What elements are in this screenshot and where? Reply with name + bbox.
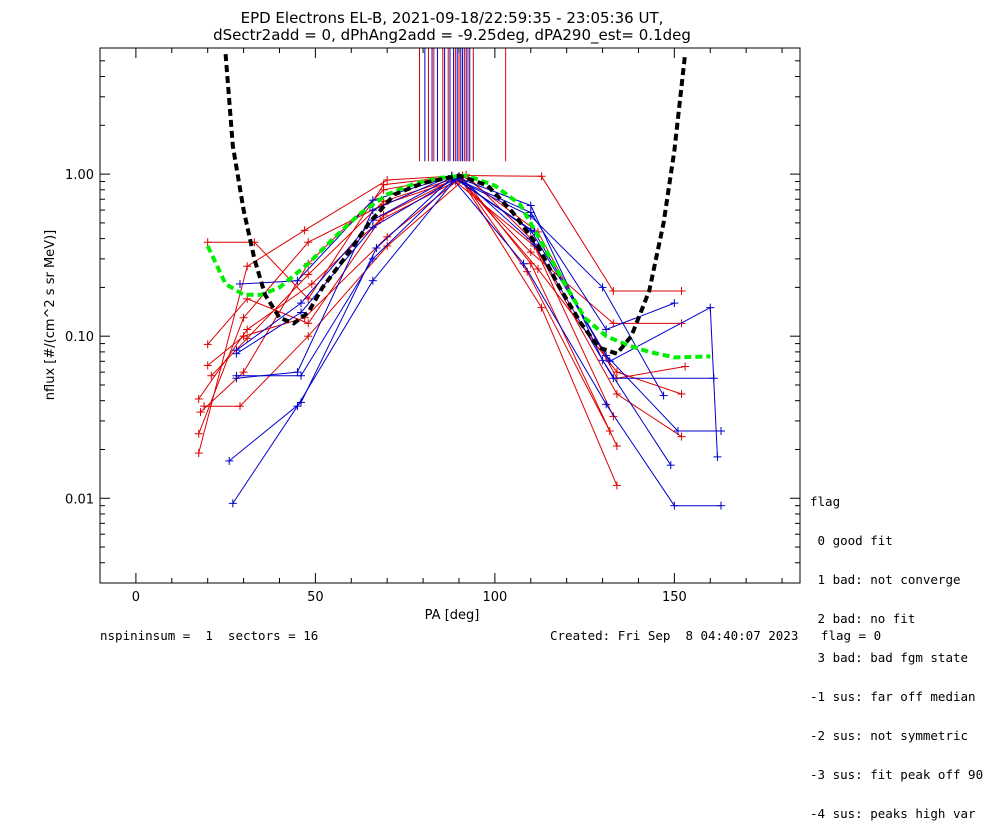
x-tick-label: 50 (307, 590, 324, 605)
footer-created: Created: Fri Sep 8 04:40:07 2023 flag = … (550, 628, 882, 643)
legend-item: 1 bad: not converge (810, 572, 961, 587)
x-tick-label: 100 (482, 590, 507, 605)
x-tick-label: 150 (662, 590, 687, 605)
series-line-blue (236, 177, 721, 432)
fit-curve-green (205, 173, 711, 360)
series-line-red (198, 174, 686, 454)
axes-layer: 0 50 100 150 1.00 0.10 0.01 (65, 47, 800, 605)
y-axis-label: nflux [#/(cm^2 s sr MeV)] (43, 230, 58, 400)
legend-item: 3 bad: bad fgm state (810, 650, 969, 665)
x-axis-label: PA [deg] (425, 608, 480, 623)
series-line-blue (236, 176, 675, 351)
legend-item: -1 sus: far off median (810, 689, 976, 704)
chart-canvas: EPD Electrons EL-B, 2021-09-18/22:59:35 … (43, 9, 801, 623)
series-line-red (207, 178, 682, 366)
series-line-blue (228, 176, 721, 507)
y-tick-label: 0.01 (65, 492, 94, 507)
footer-sectors: nspininsum = 1 sectors = 16 (100, 628, 319, 643)
chart-title: EPD Electrons EL-B, 2021-09-18/22:59:35 … (241, 9, 664, 27)
chart-subtitle: dSectr2add = 0, dPhAng2add = -9.25deg, d… (213, 26, 691, 45)
fit-curve-black (223, 53, 688, 357)
series-line-red (198, 177, 618, 447)
series-line-blue (239, 175, 718, 457)
legend-item: -4 sus: peaks high var (810, 806, 976, 821)
legend-item: -3 sus: fit peak off 90 (810, 767, 984, 782)
legend-item: -2 sus: not symmetric (810, 728, 969, 743)
legend-item: 0 good fit (810, 533, 893, 548)
series-line-red (207, 176, 682, 395)
plot-layer (194, 48, 726, 510)
series-line-red (207, 174, 682, 300)
x-tick-label: 0 (132, 590, 140, 605)
series-line-red (210, 174, 682, 438)
y-tick-label: 1.00 (65, 168, 94, 183)
y-tick-label: 0.10 (65, 330, 94, 345)
flag-legend: flag 0 good fit 1 bad: not converge 2 ba… (810, 469, 983, 833)
plot-frame (99, 47, 801, 584)
series-line-blue (232, 178, 665, 504)
legend-title: flag (810, 494, 841, 509)
legend-item: 2 bad: no fit (810, 611, 916, 626)
series-line-red (198, 180, 614, 417)
